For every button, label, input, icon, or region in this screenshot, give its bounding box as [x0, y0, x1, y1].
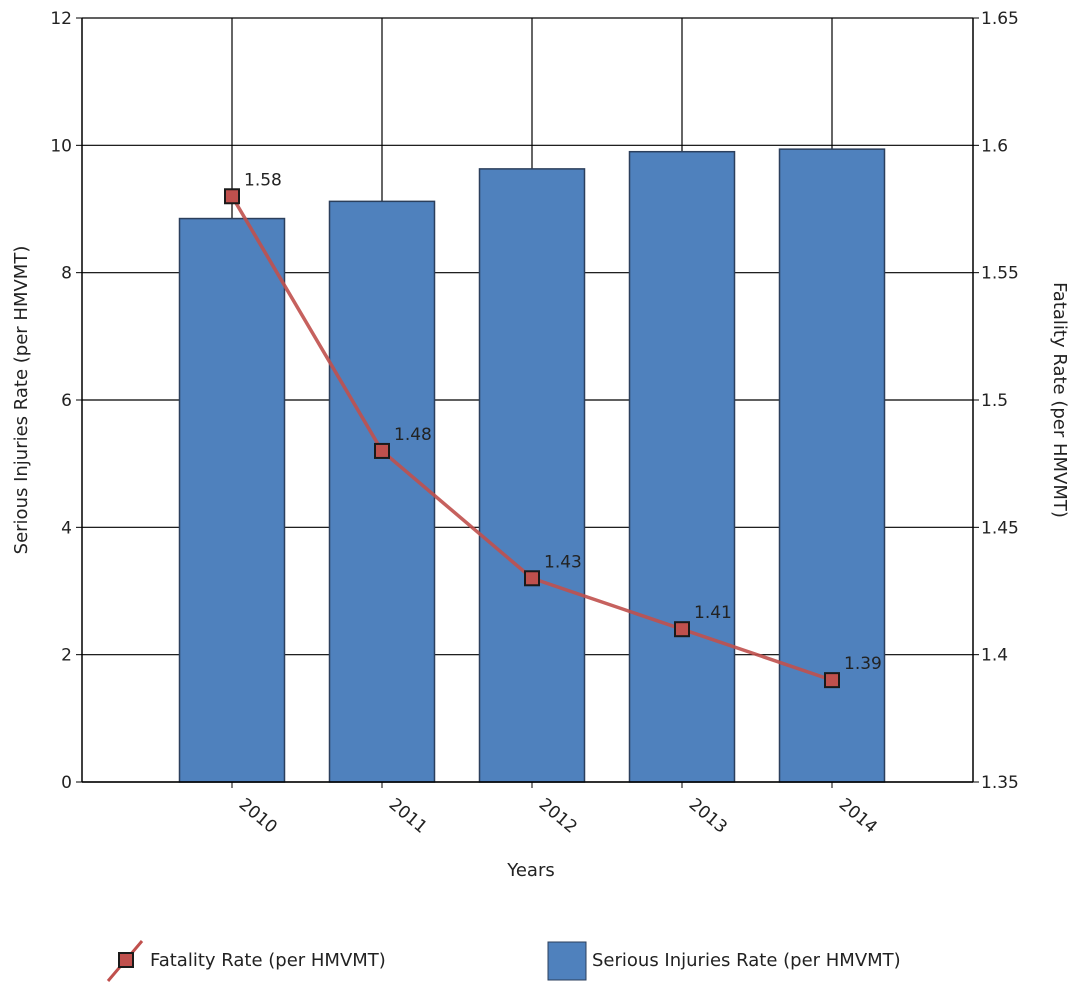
- data-label: 1.39: [844, 654, 882, 674]
- y2-tick-label: 1.5: [981, 391, 1008, 411]
- legend-marker-swatch: [118, 952, 134, 968]
- y2-tick-label: 1.6: [981, 136, 1008, 156]
- legend-label-fatality: Fatality Rate (per HMVMT): [150, 950, 386, 971]
- x-tick-label: 2010: [235, 795, 281, 838]
- line-series: 1.58 1.48 1.43 1.41 1.39: [224, 170, 882, 689]
- bar: [628, 150, 736, 783]
- y-tick-label: 0: [61, 773, 72, 793]
- x-axis-title: Years: [506, 860, 555, 881]
- legend-bar-swatch: [547, 941, 587, 981]
- x-tick-label: 2012: [535, 795, 581, 838]
- bar-series: [178, 148, 886, 783]
- y2-tick-label: 1.4: [981, 646, 1008, 666]
- legend-item-serious-injuries: Serious Injuries Rate (per HMVMT): [547, 941, 901, 981]
- bar: [328, 200, 436, 783]
- line-marker: [674, 621, 690, 638]
- data-label: 1.48: [394, 425, 432, 445]
- bar: [178, 217, 286, 783]
- data-label: 1.43: [544, 552, 582, 572]
- line-marker: [224, 188, 240, 205]
- y2-tick-label: 1.55: [981, 264, 1019, 284]
- y-axis-left-title: Serious Injuries Rate (per HMVMT): [11, 246, 32, 555]
- data-label: 1.58: [244, 170, 282, 190]
- legend-item-fatality: Fatality Rate (per HMVMT): [106, 940, 386, 982]
- y2-tick-label: 1.35: [981, 773, 1019, 793]
- legend: Fatality Rate (per HMVMT) Serious Injuri…: [106, 940, 901, 982]
- y-tick-label: 6: [61, 391, 72, 411]
- y-axis-right-title: Fatality Rate (per HMVMT): [1049, 282, 1070, 518]
- y-tick-label: 12: [50, 9, 72, 29]
- line-marker: [824, 672, 840, 689]
- y2-tick-label: 1.65: [981, 9, 1019, 29]
- x-tick-label: 2011: [385, 795, 431, 838]
- x-tick-label: 2013: [685, 795, 731, 838]
- data-label: 1.41: [694, 603, 732, 623]
- x-tick-label: 2014: [835, 795, 881, 838]
- line-marker: [524, 570, 540, 587]
- y-tick-label: 4: [61, 518, 72, 538]
- y-tick-label: 2: [61, 646, 72, 666]
- legend-label-serious-injuries: Serious Injuries Rate (per HMVMT): [592, 950, 901, 971]
- line-marker: [374, 442, 390, 459]
- y-tick-label: 10: [50, 136, 72, 156]
- y-tick-label: 8: [61, 264, 72, 284]
- y2-tick-label: 1.45: [981, 518, 1019, 538]
- bar: [478, 168, 586, 783]
